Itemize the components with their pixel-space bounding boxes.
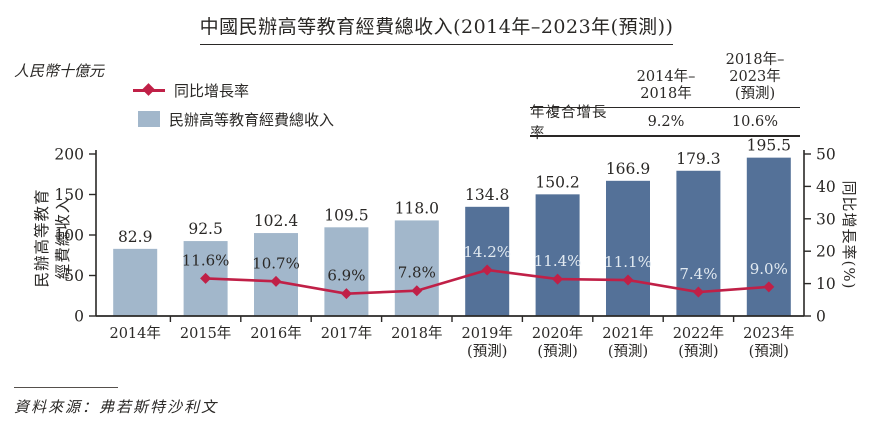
line-marker-2023年: [763, 281, 775, 293]
unit-label: 人民幣十億元: [14, 62, 105, 80]
title-wrap: 中國民辦高等教育經費總收入(2014年–2023年(預測)): [0, 12, 873, 45]
x-sublabel-2023年: (預測): [749, 343, 789, 360]
bar-value-label: 166.9: [606, 160, 650, 178]
x-label-2022年: 2022年: [673, 325, 724, 342]
bar-2017年: [324, 227, 369, 316]
legend: 同比增長率 民辦高等教育經費總收入: [133, 78, 334, 136]
cagr-table-bottom-rule: [530, 135, 800, 137]
x-label-2020年: 2020年: [532, 325, 583, 342]
left-y-axis-title-line2: 經費總收入: [54, 196, 72, 280]
left-tick-label: 0: [74, 308, 84, 326]
bar-series-legend-swatch: [138, 111, 160, 127]
bar-2018年: [394, 220, 439, 316]
cagr-table-data-row: 年複合增長率 9.2% 10.6%: [530, 105, 800, 142]
left-tick-label: 150: [54, 186, 84, 204]
right-tick-label: 20: [816, 243, 836, 261]
bar-value-label: 134.8: [465, 186, 509, 204]
bar-value-label: 82.9: [118, 228, 153, 246]
x-label-2023年: 2023年: [743, 325, 794, 342]
legend-item-growth-rate: 同比增長率: [133, 78, 334, 102]
line-marker-2022年: [692, 286, 704, 298]
line-marker-2016年: [270, 275, 282, 287]
legend-item-revenue: 民辦高等教育經費總收入: [133, 107, 334, 131]
left-y-axis-title: 民辦高等教育 經費總收入: [32, 157, 74, 319]
growth-rate-label: 9.0%: [750, 260, 788, 278]
right-tick-label: 50: [816, 146, 836, 164]
x-label-2015年: 2015年: [180, 325, 231, 342]
growth-rate-label: 11.1%: [604, 253, 652, 271]
bar-2020年: [535, 194, 580, 316]
cagr-header-text: 2014年–2018年: [636, 69, 696, 102]
source-note: 資料來源：弗若斯特沙利文: [14, 398, 219, 416]
line-series-legend-icon: [133, 83, 165, 96]
cagr-header-2014-2018: 2014年–2018年: [622, 69, 710, 103]
line-marker-2017年: [340, 288, 352, 300]
bar-value-label: 109.5: [324, 206, 368, 224]
cagr-header-2018-2023: 2018年–2023年 (預測): [710, 52, 800, 103]
left-tick-label: 200: [54, 146, 84, 164]
growth-rate-label: 14.2%: [463, 243, 511, 261]
right-tick-label: 40: [816, 178, 836, 196]
left-tick-label: 100: [54, 227, 84, 245]
x-label-2021年: 2021年: [602, 325, 653, 342]
growth-rate-label: 11.6%: [182, 251, 230, 269]
left-tick-label: 50: [64, 267, 84, 285]
bar-value-label: 102.4: [254, 212, 299, 230]
cagr-header-text-line2: (預測): [734, 86, 776, 102]
x-label-2017年: 2017年: [321, 325, 372, 342]
bar-value-label: 118.0: [395, 199, 439, 217]
x-label-2014年: 2014年: [109, 325, 160, 342]
bar-2014年: [113, 248, 158, 316]
growth-rate-label: 7.8%: [398, 264, 436, 282]
growth-rate-label: 7.4%: [679, 265, 717, 283]
legend-label-growth-rate: 同比增長率: [174, 81, 250, 100]
bar-value-label: 195.5: [747, 137, 791, 155]
bar-value-label: 179.3: [676, 150, 720, 168]
x-label-2019年: 2019年: [461, 325, 512, 342]
x-sublabel-2022年: (預測): [678, 343, 718, 360]
cagr-header-text-line1: 2018年–2023年: [725, 52, 785, 85]
legend-label-revenue: 民辦高等教育經費總收入: [169, 110, 335, 129]
legend-diamond-marker-icon: [142, 83, 155, 96]
cagr-table-top-rule: [530, 107, 800, 108]
left-y-axis-title-line1: 民辦高等教育: [33, 188, 51, 288]
line-marker-2021年: [622, 274, 634, 286]
right-tick-label: 0: [816, 308, 826, 326]
right-y-axis-title: 同比增長率(%): [840, 180, 858, 290]
bar-2021年: [606, 180, 650, 316]
x-sublabel-2020年: (預測): [537, 343, 577, 360]
x-label-2016年: 2016年: [250, 325, 301, 342]
growth-rate-label: 11.4%: [534, 252, 582, 270]
cagr-row-label: 年複合增長率: [530, 104, 608, 142]
line-marker-2015年: [200, 272, 212, 284]
cagr-value-2018-2023: 10.6%: [731, 113, 779, 130]
line-marker-2018年: [411, 285, 423, 297]
growth-rate-label: 10.7%: [252, 254, 300, 272]
cagr-table: 2014年–2018年 2018年–2023年 (預測) 年複合增長率 9.2%…: [530, 52, 800, 142]
line-marker-2020年: [552, 273, 564, 285]
x-sublabel-2019年: (預測): [467, 343, 507, 360]
cagr-value-2014-2018: 9.2%: [647, 113, 685, 130]
line-marker-2019年: [481, 264, 493, 276]
x-label-2018年: 2018年: [391, 325, 442, 342]
chart-title: 中國民辦高等教育經費總收入(2014年–2023年(預測)): [199, 12, 674, 45]
bar-2016年: [254, 233, 298, 316]
right-tick-label: 10: [816, 275, 836, 293]
bar-value-label: 92.5: [188, 220, 223, 238]
growth-rate-label: 6.9%: [327, 267, 365, 285]
bar-value-label: 150.2: [535, 173, 579, 191]
cagr-table-header-row: 2014年–2018年 2018年–2023年 (預測): [530, 52, 800, 107]
source-separator-rule: [14, 387, 118, 388]
x-sublabel-2021年: (預測): [608, 343, 648, 360]
right-tick-label: 30: [816, 210, 836, 228]
bar-2019年: [465, 206, 510, 316]
